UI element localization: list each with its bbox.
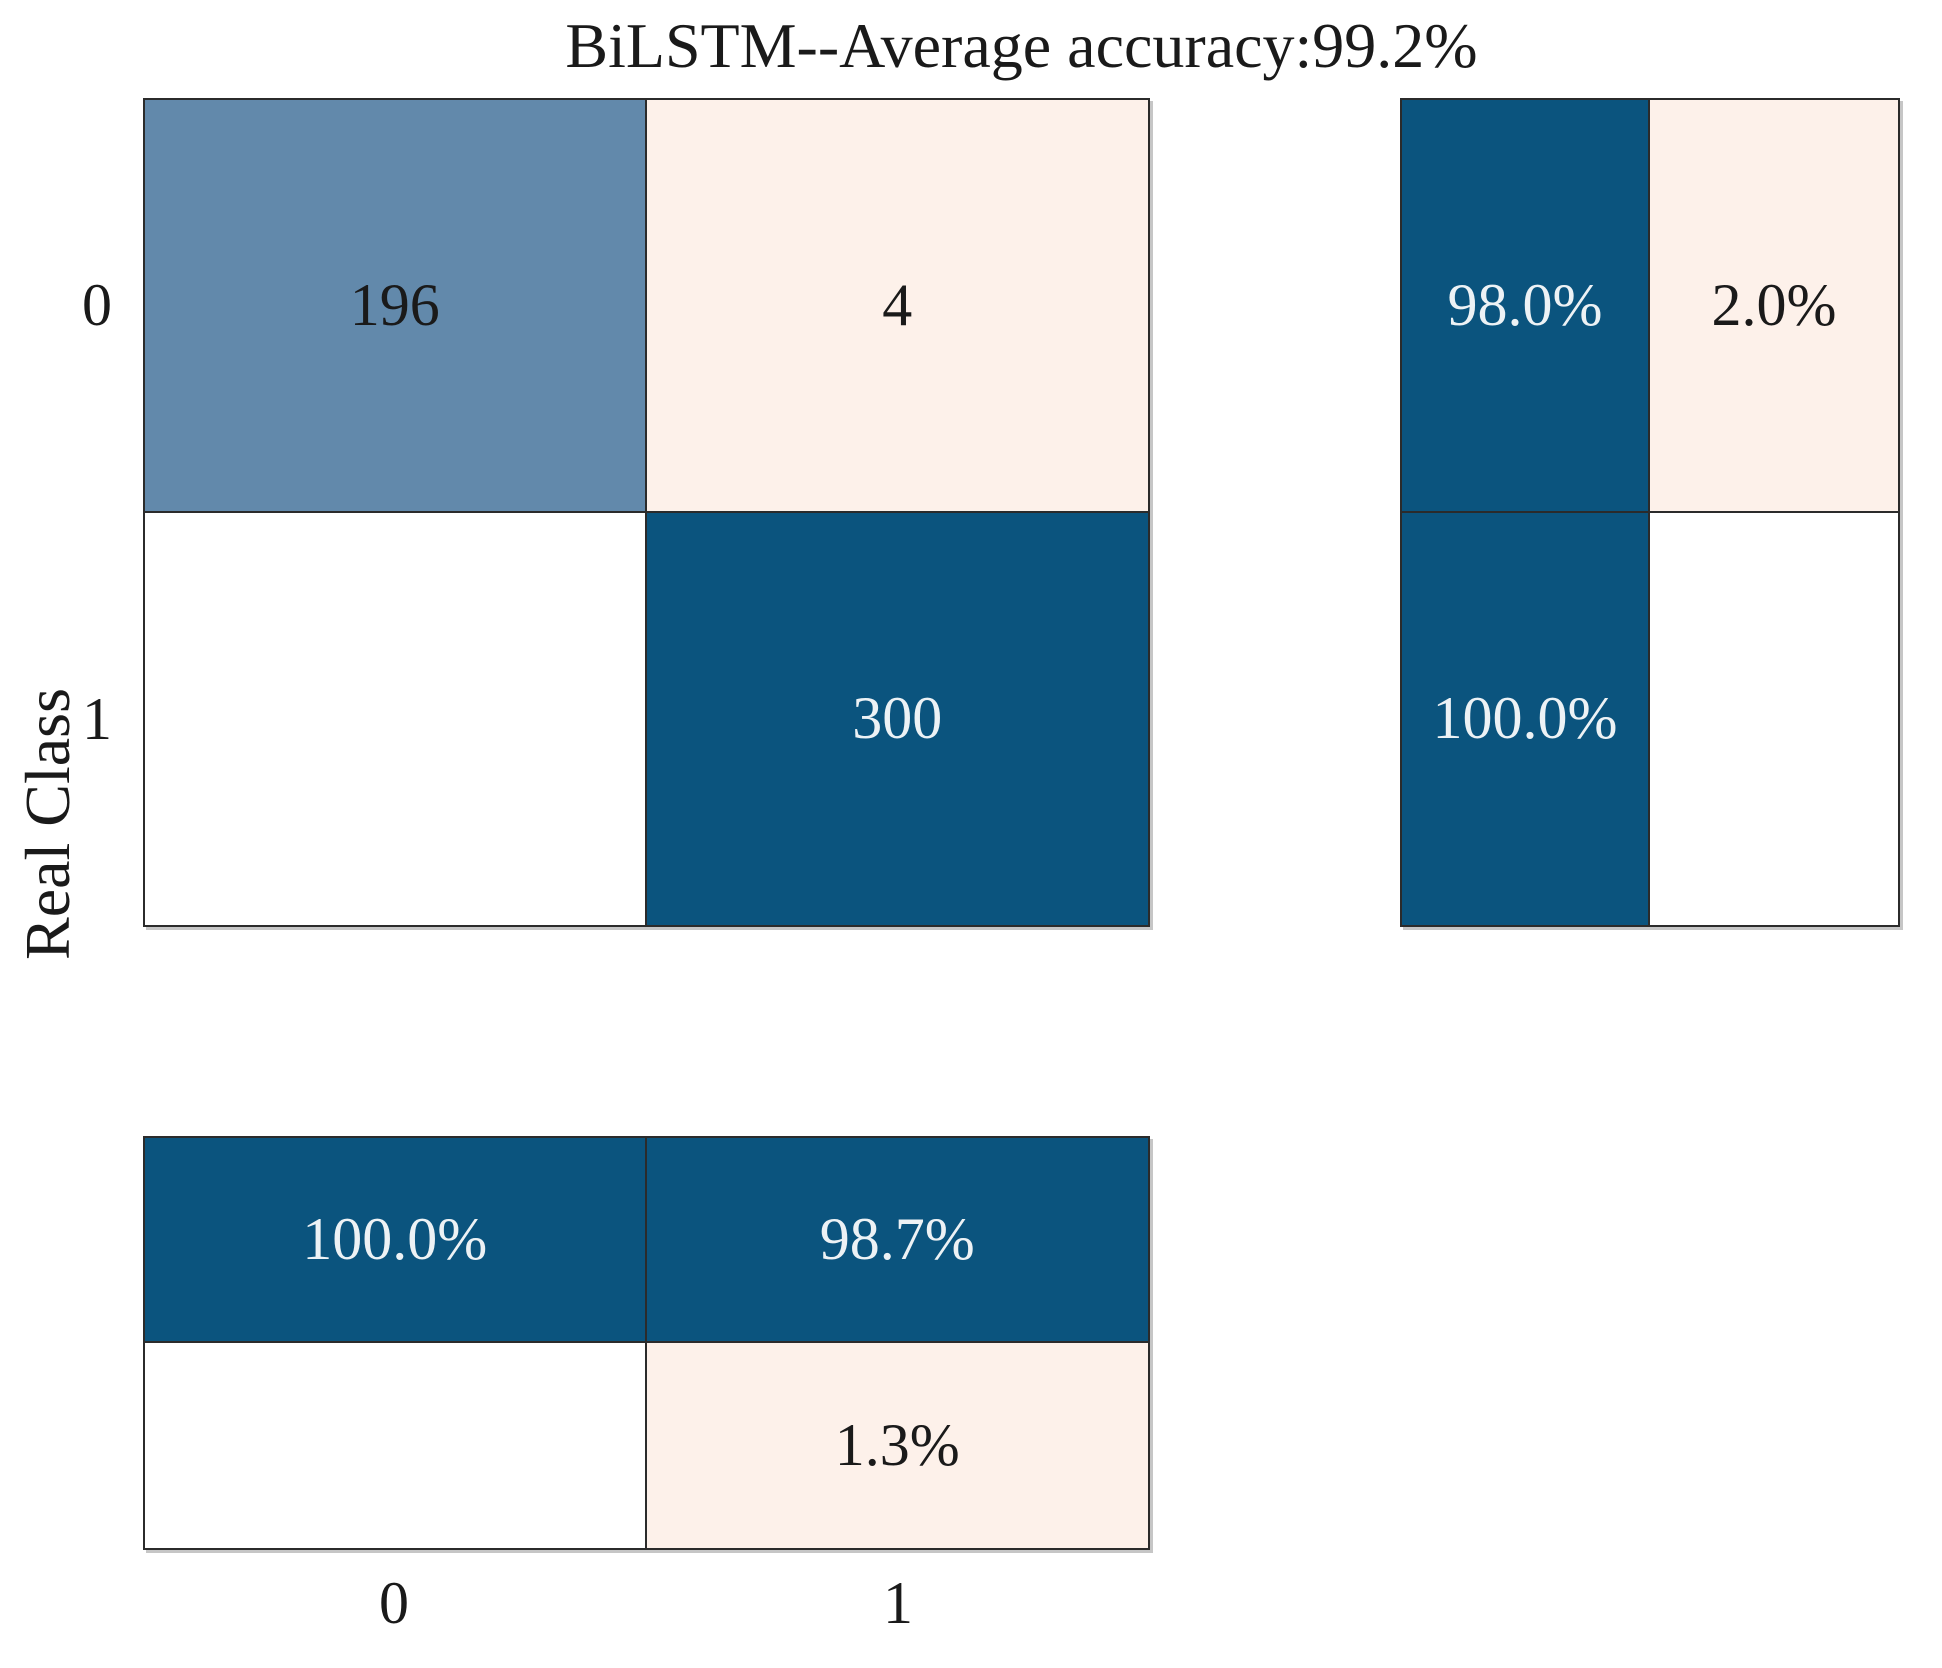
- count-cell-real0-pred0: 196: [145, 100, 647, 513]
- count-matrix-panel: 196 4 300: [143, 98, 1150, 927]
- col-percent-cell-row0-pred1: 98.7%: [646, 1138, 1148, 1343]
- count-cell-real1-pred1: 300: [646, 512, 1148, 925]
- y-tick-1: 1: [82, 686, 112, 752]
- row-percent-cell-real0-pred0: 98.0%: [1402, 100, 1650, 513]
- col-percent-cell-row0-pred0: 100.0%: [145, 1138, 647, 1343]
- x-tick-1: 1: [883, 1570, 913, 1636]
- row-percent-cell-real0-pred1: 2.0%: [1650, 100, 1898, 513]
- col-percent-cell-row1-pred1: 1.3%: [646, 1343, 1148, 1548]
- x-tick-0: 0: [379, 1570, 409, 1636]
- count-cell-real1-pred0: [145, 512, 647, 925]
- count-cell-real0-pred1: 4: [646, 100, 1148, 513]
- row-percent-cell-real1-pred1: [1650, 512, 1898, 925]
- column-percentage-panel: 100.0% 98.7% 1.3%: [143, 1136, 1150, 1550]
- y-tick-0: 0: [82, 272, 112, 338]
- row-percentage-panel: 98.0% 2.0% 100.0%: [1400, 98, 1900, 927]
- col-percent-cell-row1-pred0: [145, 1343, 647, 1548]
- chart-title: BiLSTM--Average accuracy:99.2%: [565, 10, 1478, 81]
- row-percent-cell-real1-pred0: 100.0%: [1402, 512, 1650, 925]
